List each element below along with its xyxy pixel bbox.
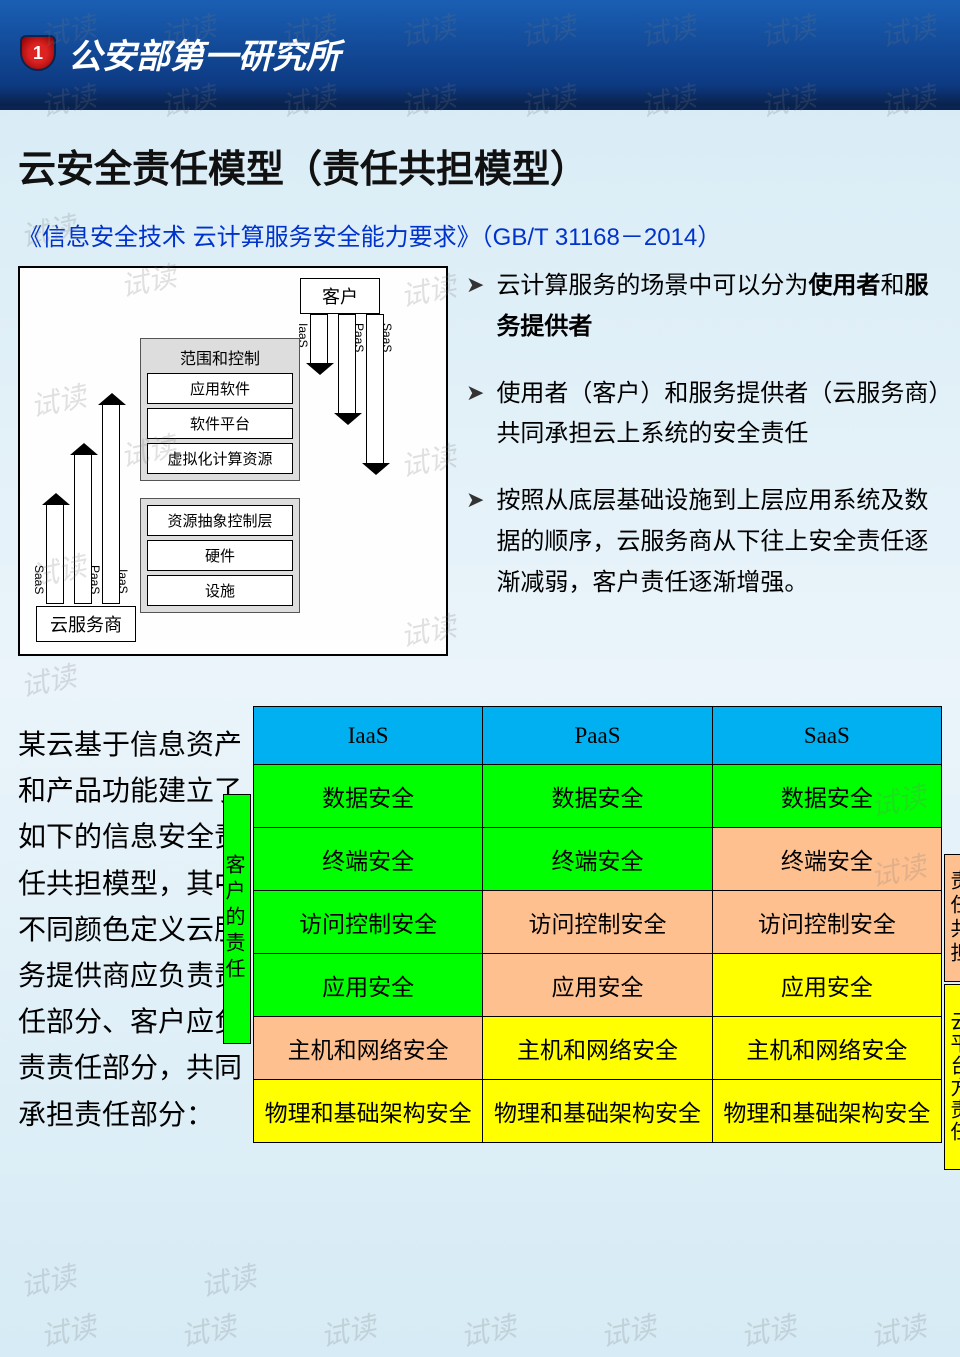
watermark: 试读 xyxy=(596,1305,659,1356)
customer-box: 客户 xyxy=(300,278,380,314)
watermark: 试读 xyxy=(456,1305,519,1356)
stack-title: 范围和控制 xyxy=(147,345,293,369)
table-row: 数据安全数据安全数据安全 xyxy=(254,765,942,828)
uvlabel-saas: SaaS xyxy=(32,565,46,594)
table-cell: 访问控制安全 xyxy=(483,891,712,954)
watermark: 试读 xyxy=(36,1305,99,1356)
responsibility-table: IaaS PaaS SaaS 数据安全数据安全数据安全终端安全终端安全终端安全访… xyxy=(253,706,942,1143)
watermark: 试读 xyxy=(316,1305,379,1356)
bullet-3: ➤ 按照从底层基础设施到上层应用系统及数据的顺序，云服务商从下往上安全责任逐渐减… xyxy=(466,481,942,603)
table-row: 终端安全终端安全终端安全 xyxy=(254,828,942,891)
table-row: 访问控制安全访问控制安全访问控制安全 xyxy=(254,891,942,954)
provider-box: 云服务商 xyxy=(36,606,136,642)
stack-abstract: 资源抽象控制层 xyxy=(147,505,293,536)
watermark: 试读 xyxy=(866,1305,929,1356)
stack-virt: 虚拟化计算资源 xyxy=(147,443,293,474)
table-cell: 数据安全 xyxy=(483,765,712,828)
stack-platform: 软件平台 xyxy=(147,408,293,439)
side-label-shared: 责任共担 xyxy=(944,854,960,982)
responsibility-table-wrap: 客户的责任 责任共担 云平台方责任 IaaS PaaS SaaS 数据安全数据安… xyxy=(253,706,942,1143)
bullet-1: ➤ 云计算服务的场景中可以分为使用者和服务提供者 xyxy=(466,266,942,348)
table-cell: 访问控制安全 xyxy=(254,891,483,954)
watermark: 试读 xyxy=(176,1305,239,1356)
stack-facility: 设施 xyxy=(147,575,293,606)
table-cell: 主机和网络安全 xyxy=(254,1017,483,1080)
slide-header: 1 公安部第一研究所 xyxy=(0,0,960,110)
table-cell: 主机和网络安全 xyxy=(483,1017,712,1080)
bullet-2: ➤ 使用者（客户）和服务提供者（云服务商）共同承担云上系统的安全责任 xyxy=(466,374,942,456)
model-description: 某云基于信息资产和产品功能建立了如下的信息安全责任共担模型，其中不同颜色定义云服… xyxy=(18,706,243,1143)
bullet-1-text: 云计算服务的场景中可以分为使用者和服务提供者 xyxy=(496,266,942,348)
bullet-arrow-icon: ➤ xyxy=(466,481,484,603)
table-header-row: IaaS PaaS SaaS xyxy=(254,707,942,765)
org-title: 公安部第一研究所 xyxy=(68,29,340,78)
table-cell: 物理和基础架构安全 xyxy=(483,1080,712,1143)
bullet-3-text: 按照从底层基础设施到上层应用系统及数据的顺序，云服务商从下往上安全责任逐渐减弱，… xyxy=(496,481,942,603)
bottom-row: 某云基于信息资产和产品功能建立了如下的信息安全责任共担模型，其中不同颜色定义云服… xyxy=(18,706,942,1143)
table-cell: 应用安全 xyxy=(254,954,483,1017)
side-label-provider: 云平台方责任 xyxy=(944,984,960,1170)
side-label-customer: 客户的责任 xyxy=(223,794,251,1044)
table-cell: 数据安全 xyxy=(254,765,483,828)
subtitle: 《信息安全技术 云计算服务安全能力要求》（GB/T 31168－2014） xyxy=(18,217,942,252)
slide-content: 云安全责任模型（责任共担模型） 《信息安全技术 云计算服务安全能力要求》（GB/… xyxy=(0,110,960,1161)
watermark: 试读 xyxy=(196,1255,259,1306)
stack-hw: 硬件 xyxy=(147,540,293,571)
uvlabel-iaas: IaaS xyxy=(116,569,130,594)
bullet-arrow-icon: ➤ xyxy=(466,374,484,456)
table-cell: 终端安全 xyxy=(254,828,483,891)
main-title: 云安全责任模型（责任共担模型） xyxy=(18,138,942,193)
up-arrow-saas xyxy=(46,504,64,604)
vlabel-saas: SaaS xyxy=(380,323,394,352)
bullet-list: ➤ 云计算服务的场景中可以分为使用者和服务提供者 ➤ 使用者（客户）和服务提供者… xyxy=(466,266,942,656)
top-row: 客户 IaaS PaaS SaaS 范围和控制 应用软件 软件平台 虚拟化计算资… xyxy=(18,266,942,656)
logo-badge: 1 xyxy=(20,35,56,71)
bullet-2-text: 使用者（客户）和服务提供者（云服务商）共同承担云上系统的安全责任 xyxy=(496,374,942,456)
vlabel-paas: PaaS xyxy=(352,323,366,352)
table-cell: 应用安全 xyxy=(712,954,941,1017)
watermark: 试读 xyxy=(736,1305,799,1356)
table-cell: 数据安全 xyxy=(712,765,941,828)
table-cell: 物理和基础架构安全 xyxy=(712,1080,941,1143)
table-cell: 物理和基础架构安全 xyxy=(254,1080,483,1143)
header-iaas: IaaS xyxy=(254,707,483,765)
stack-app: 应用软件 xyxy=(147,373,293,404)
down-arrow-iaas xyxy=(310,314,328,364)
uvlabel-paas: PaaS xyxy=(88,565,102,594)
table-row: 主机和网络安全主机和网络安全主机和网络安全 xyxy=(254,1017,942,1080)
bullet-arrow-icon: ➤ xyxy=(466,266,484,348)
responsibility-diagram: 客户 IaaS PaaS SaaS 范围和控制 应用软件 软件平台 虚拟化计算资… xyxy=(18,266,448,656)
table-cell: 主机和网络安全 xyxy=(712,1017,941,1080)
header-paas: PaaS xyxy=(483,707,712,765)
table-row: 物理和基础架构安全物理和基础架构安全物理和基础架构安全 xyxy=(254,1080,942,1143)
table-cell: 终端安全 xyxy=(483,828,712,891)
table-cell: 访问控制安全 xyxy=(712,891,941,954)
table-row: 应用安全应用安全应用安全 xyxy=(254,954,942,1017)
table-cell: 应用安全 xyxy=(483,954,712,1017)
table-cell: 终端安全 xyxy=(712,828,941,891)
stack-scope: 范围和控制 应用软件 软件平台 虚拟化计算资源 xyxy=(140,338,300,481)
watermark: 试读 xyxy=(16,1255,79,1306)
header-saas: SaaS xyxy=(712,707,941,765)
stack-infra: 资源抽象控制层 硬件 设施 xyxy=(140,498,300,613)
